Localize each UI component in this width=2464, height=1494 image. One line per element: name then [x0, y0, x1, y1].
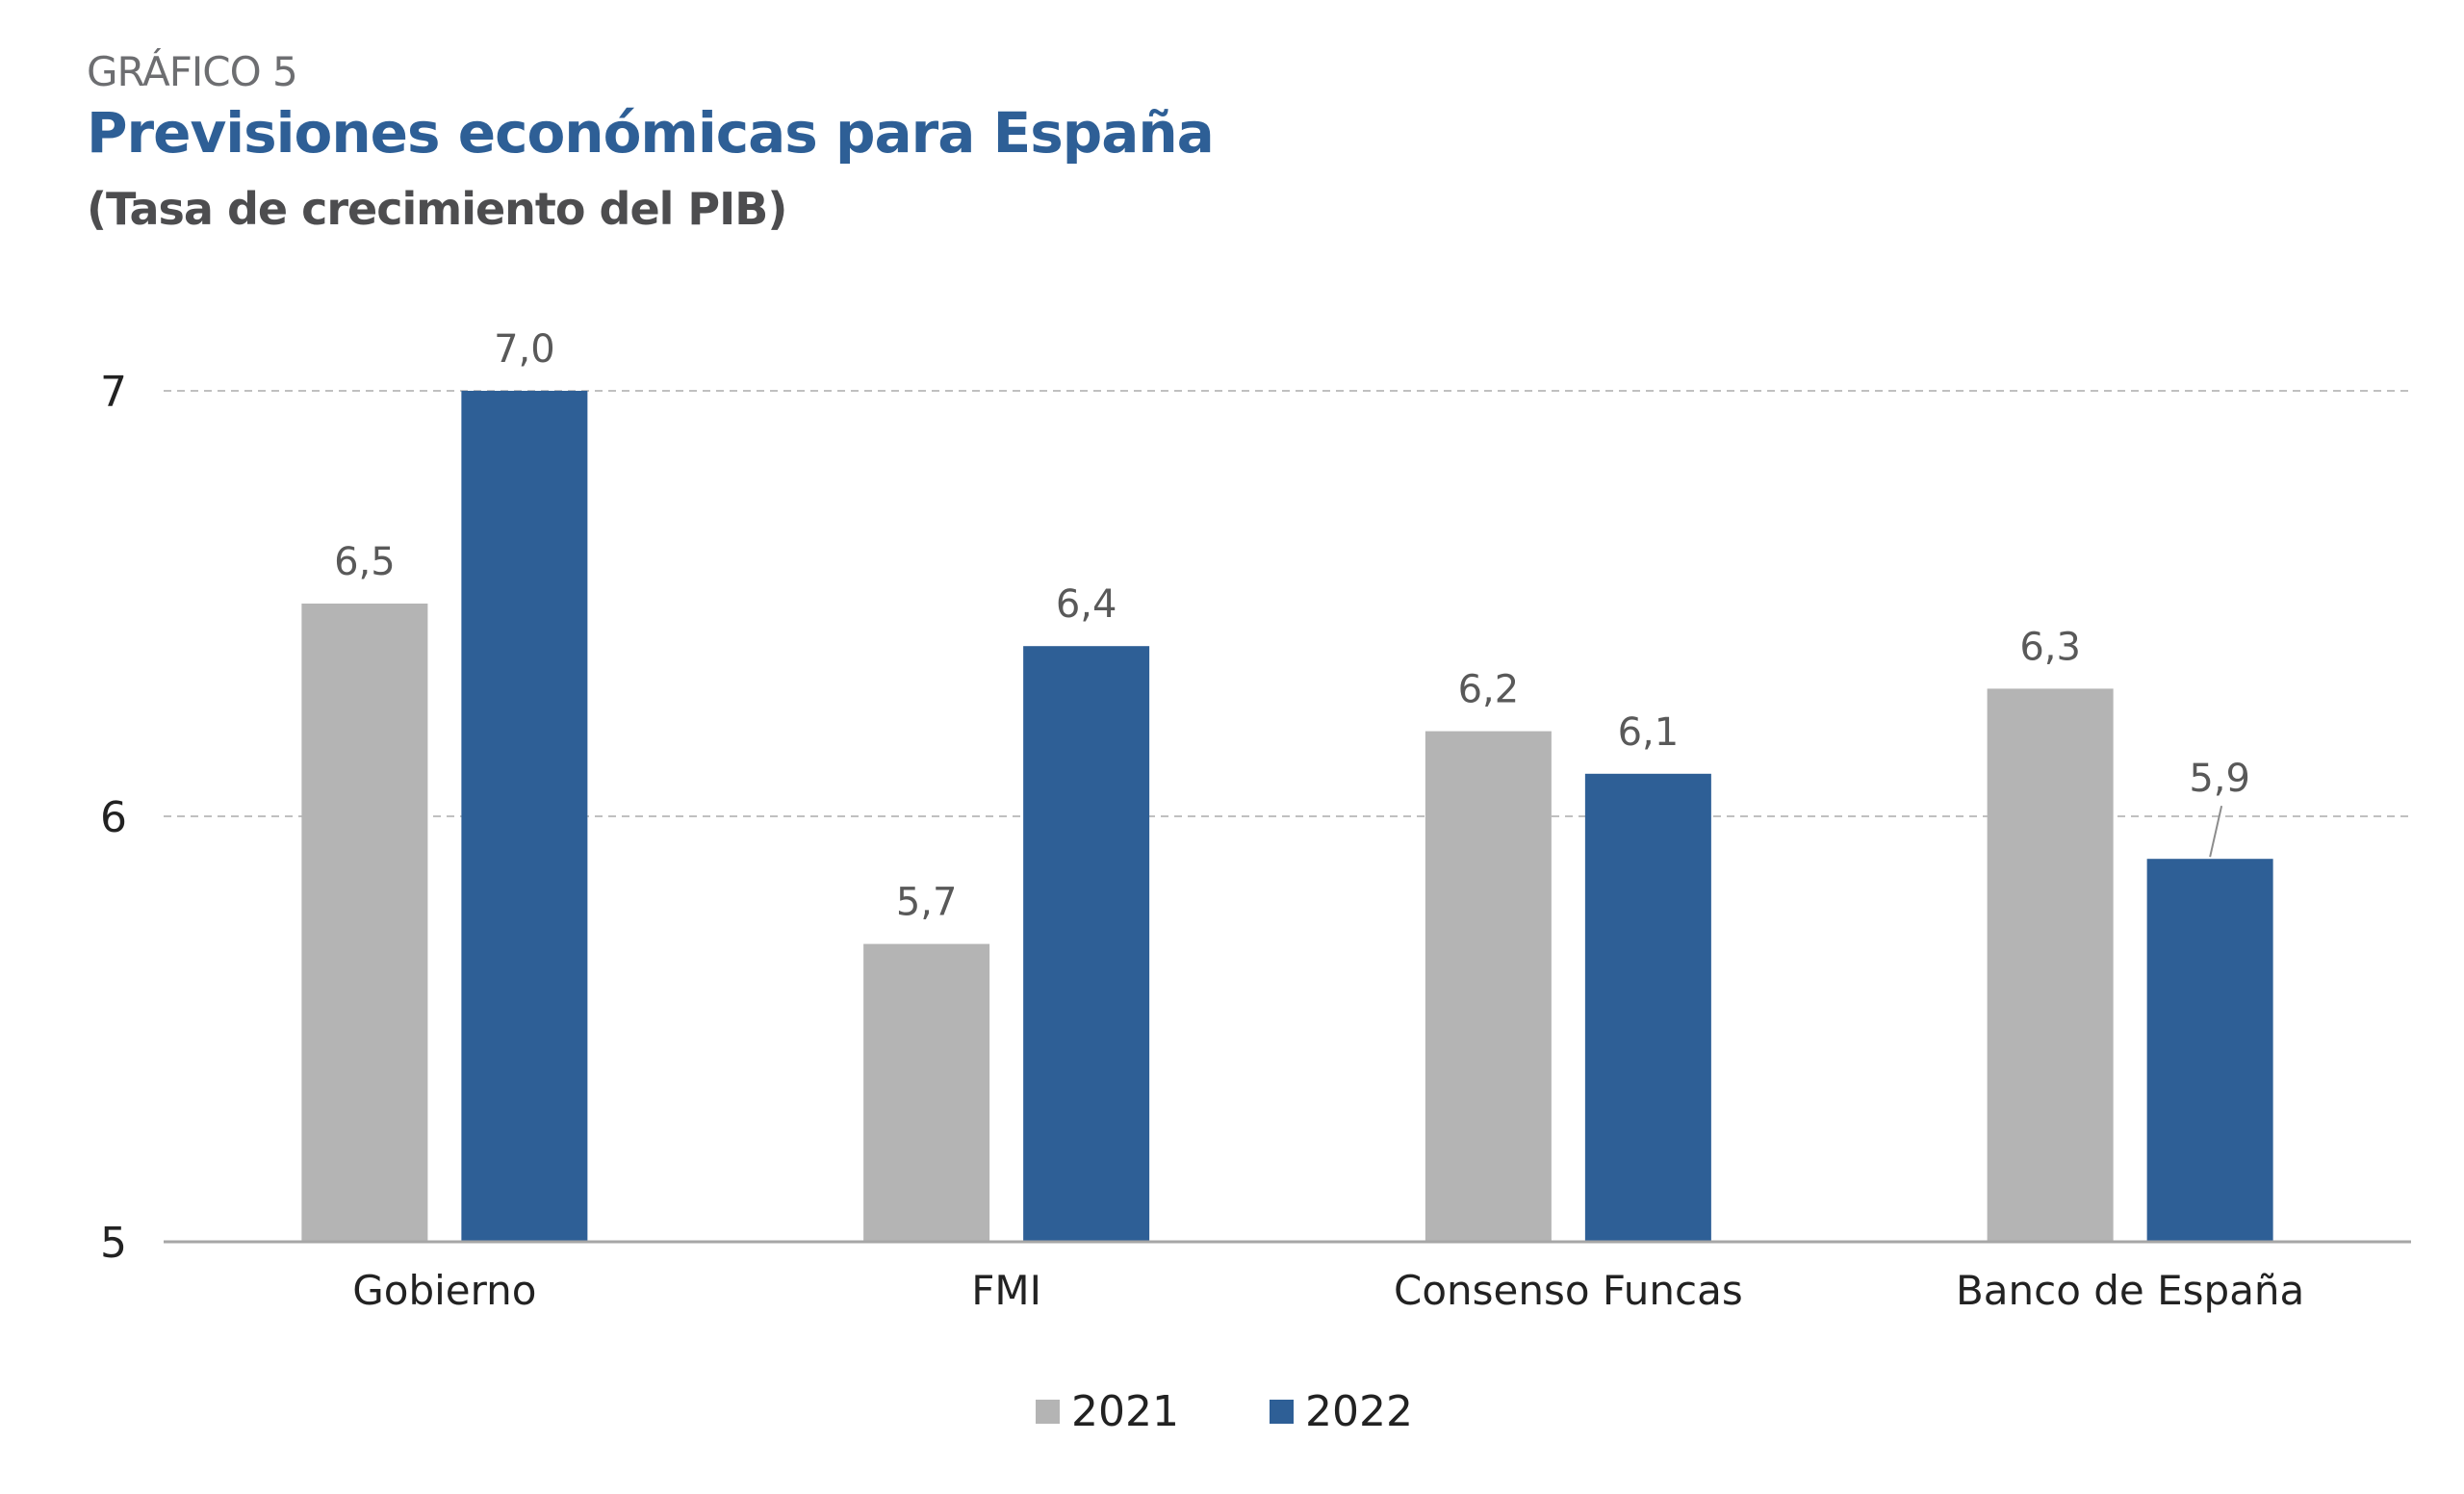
y-tick-label: 6	[100, 793, 127, 842]
data-label: 6,4	[1056, 582, 1117, 627]
bar-2021-2	[863, 943, 990, 1242]
legend-item-2022: 2022	[1269, 1387, 1413, 1436]
legend-item-2021: 2021	[1036, 1387, 1179, 1436]
bar-2022-4	[2146, 859, 2273, 1242]
bar-2022-3	[1584, 773, 1711, 1242]
chart-subtitle: (Tasa de crecimiento del PIB)	[87, 183, 787, 235]
legend-swatch-2022	[1269, 1400, 1294, 1424]
data-label: 5,7	[896, 881, 958, 925]
bar-2021-4	[1987, 688, 2114, 1242]
data-label: 6,3	[2019, 625, 2081, 669]
data-label: 6,2	[1458, 668, 1520, 712]
data-label: 7,0	[494, 327, 555, 372]
y-tick-label: 7	[100, 368, 127, 417]
x-tick-label: Banco de España	[1956, 1267, 2304, 1314]
data-label-leader	[2209, 805, 2223, 858]
bar-2021-3	[1424, 731, 1552, 1242]
legend-label-2021: 2021	[1071, 1387, 1179, 1436]
legend-label-2022: 2022	[1304, 1387, 1413, 1436]
data-label: 5,9	[2189, 757, 2250, 801]
chart-legend: 2021 2022	[1036, 1387, 1413, 1436]
x-tick-label: Consenso Funcas	[1394, 1267, 1743, 1314]
bar-2022-2	[1023, 646, 1150, 1242]
bar-2021-1	[301, 604, 428, 1242]
chart-title: Previsiones económicas para España	[87, 100, 1215, 166]
y-tick-label: 5	[100, 1219, 127, 1268]
data-label: 6,5	[334, 540, 396, 584]
x-tick-label: Gobierno	[352, 1267, 536, 1314]
legend-swatch-2021	[1036, 1400, 1060, 1424]
data-label: 6,1	[1618, 710, 1680, 755]
bar-2022-1	[461, 391, 588, 1242]
chart-kicker: GRÁFICO 5	[87, 48, 298, 95]
x-tick-label: FMI	[971, 1267, 1041, 1314]
